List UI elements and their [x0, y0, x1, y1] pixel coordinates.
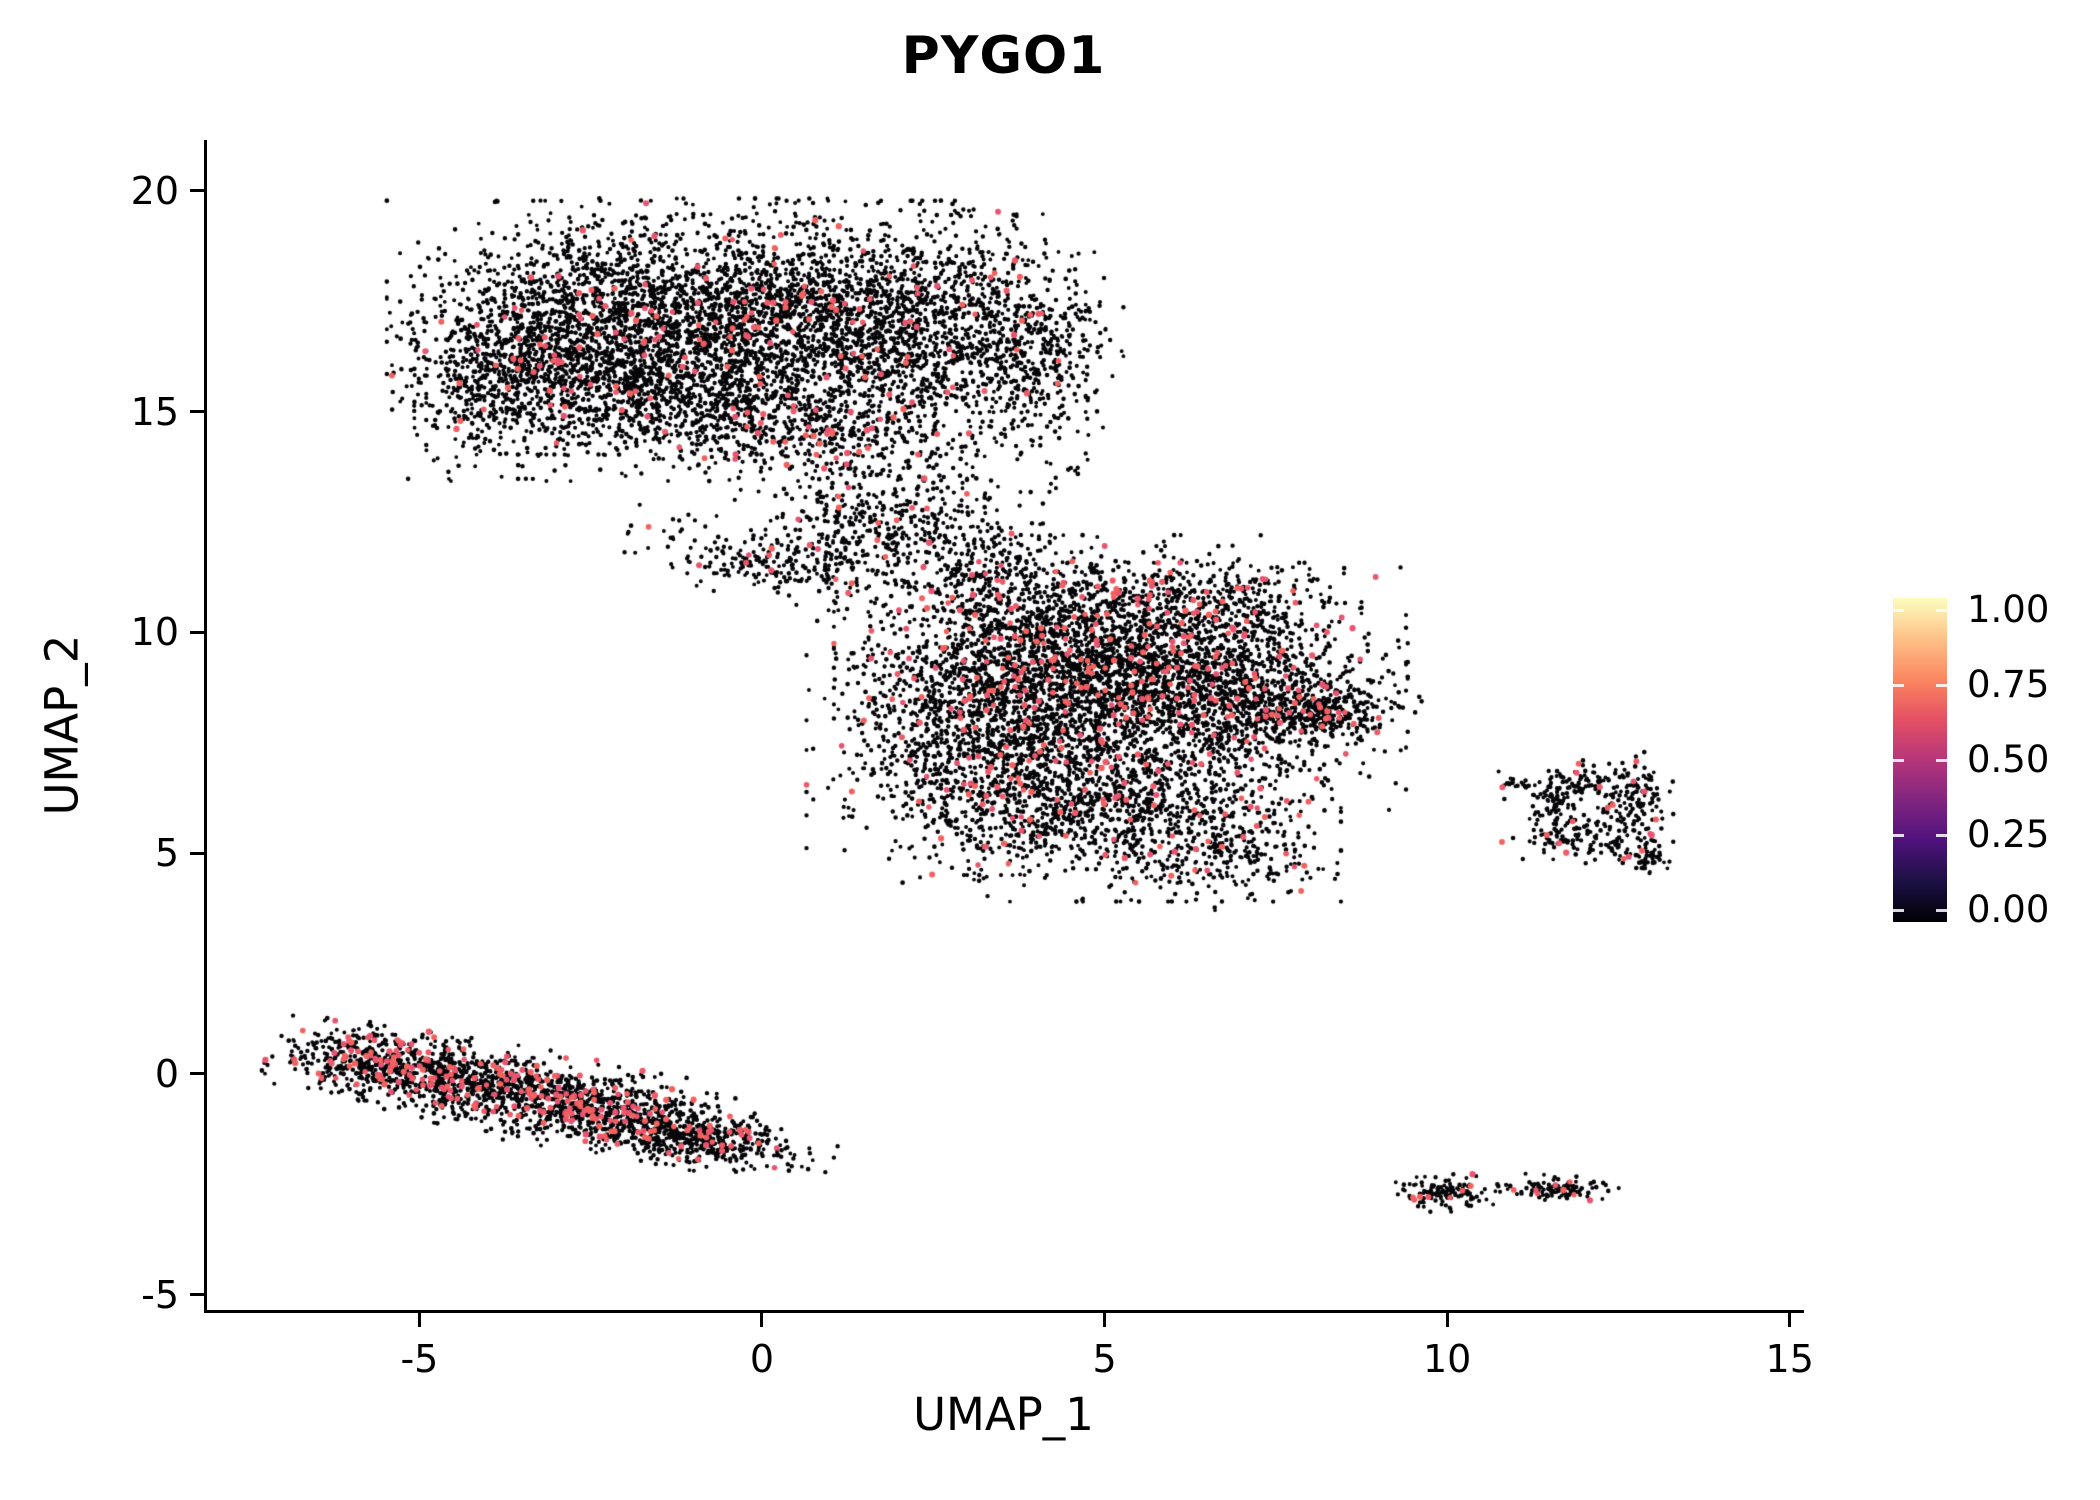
- x-tick: [417, 1313, 421, 1327]
- colorbar-tick: [1936, 608, 1947, 612]
- x-tick-label: 5: [1092, 1337, 1117, 1381]
- y-tick: [190, 851, 204, 855]
- colorbar-tick: [1893, 908, 1904, 912]
- y-axis-label: UMAP_2: [35, 634, 89, 816]
- colorbar-tick-label: 0.75: [1967, 663, 2050, 706]
- x-tick-label: 0: [749, 1337, 775, 1381]
- y-tick: [190, 189, 204, 193]
- y-tick: [190, 410, 204, 414]
- colorbar-tick: [1893, 608, 1904, 612]
- colorbar-tick: [1936, 683, 1947, 687]
- y-axis-line: [204, 140, 207, 1313]
- colorbar-tick: [1893, 758, 1904, 762]
- x-tick-label: 15: [1765, 1337, 1814, 1381]
- y-tick-label: 0: [154, 1051, 179, 1096]
- colorbar-tick: [1936, 908, 1947, 912]
- x-tick: [1103, 1313, 1107, 1327]
- y-tick: [190, 1072, 204, 1076]
- plot-title: PYGO1: [901, 26, 1106, 86]
- colorbar-tick: [1893, 833, 1904, 837]
- x-tick-label: 10: [1422, 1337, 1472, 1381]
- colorbar-tick: [1936, 833, 1947, 837]
- y-tick-label: 10: [130, 610, 179, 655]
- x-tick: [1788, 1313, 1792, 1327]
- y-tick-label: 15: [130, 389, 179, 434]
- x-axis-line: [204, 1310, 1804, 1313]
- y-tick: [190, 630, 204, 634]
- y-tick-label: 20: [130, 168, 179, 213]
- colorbar-tick-label: 1.00: [1967, 588, 2050, 631]
- y-tick-label: -5: [141, 1272, 179, 1317]
- x-tick-label: -5: [400, 1337, 439, 1381]
- colorbar-tick-label: 0.25: [1967, 813, 2050, 856]
- x-tick: [760, 1313, 764, 1327]
- colorbar-tick-label: 0.00: [1967, 888, 2050, 931]
- colorbar-tick: [1936, 758, 1947, 762]
- x-axis-label: UMAP_1: [913, 1388, 1094, 1441]
- x-tick: [1445, 1313, 1449, 1327]
- y-tick-label: 5: [154, 831, 179, 876]
- colorbar-tick: [1893, 683, 1904, 687]
- y-tick: [190, 1293, 204, 1297]
- colorbar-tick-label: 0.50: [1967, 738, 2050, 781]
